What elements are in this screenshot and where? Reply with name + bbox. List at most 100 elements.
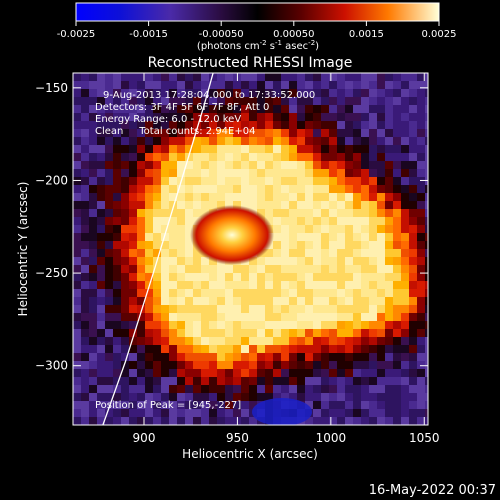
image-pixel	[121, 193, 129, 201]
image-pixel	[145, 273, 153, 281]
image-pixel	[153, 145, 161, 153]
image-pixel	[185, 409, 193, 417]
image-pixel	[353, 169, 361, 177]
image-pixel	[257, 289, 265, 297]
image-pixel	[233, 321, 241, 329]
image-pixel	[361, 161, 369, 169]
image-pixel	[161, 385, 169, 393]
image-pixel	[329, 209, 337, 217]
image-pixel	[193, 345, 201, 353]
image-pixel	[105, 81, 113, 89]
image-pixel	[265, 305, 273, 313]
image-pixel	[297, 361, 305, 369]
image-pixel	[129, 225, 137, 233]
image-pixel	[409, 321, 417, 329]
image-pixel	[177, 225, 185, 233]
x-axis-label: Heliocentric X (arcsec)	[182, 447, 318, 461]
image-pixel	[305, 177, 313, 185]
image-pixel	[105, 289, 113, 297]
image-pixel	[121, 225, 129, 233]
image-pixel	[105, 345, 113, 353]
image-pixel	[217, 329, 225, 337]
image-pixel	[401, 337, 409, 345]
image-pixel	[273, 193, 281, 201]
image-pixel	[113, 377, 121, 385]
image-pixel	[113, 137, 121, 145]
image-pixel	[289, 385, 297, 393]
image-pixel	[369, 337, 377, 345]
image-pixel	[145, 385, 153, 393]
image-pixel	[145, 169, 153, 177]
image-pixel	[217, 321, 225, 329]
image-pixel	[233, 369, 241, 377]
image-pixel	[97, 385, 105, 393]
image-pixel	[409, 369, 417, 377]
image-pixel	[81, 337, 89, 345]
image-pixel	[257, 97, 265, 105]
image-pixel	[129, 249, 137, 257]
image-pixel	[289, 121, 297, 129]
image-pixel	[89, 281, 97, 289]
image-pixel	[409, 201, 417, 209]
image-pixel	[137, 217, 145, 225]
image-pixel	[217, 105, 225, 113]
image-pixel	[121, 169, 129, 177]
image-pixel	[257, 185, 265, 193]
image-pixel	[273, 289, 281, 297]
image-pixel	[161, 233, 169, 241]
image-pixel	[209, 329, 217, 337]
image-pixel	[409, 193, 417, 201]
image-pixel	[273, 145, 281, 153]
image-pixel	[305, 361, 313, 369]
image-pixel	[369, 233, 377, 241]
image-pixel	[169, 377, 177, 385]
image-pixel	[185, 89, 193, 97]
image-pixel	[121, 249, 129, 257]
image-pixel	[185, 361, 193, 369]
image-pixel	[185, 161, 193, 169]
image-pixel	[297, 129, 305, 137]
image-pixel	[425, 265, 428, 273]
image-pixel	[97, 193, 105, 201]
image-pixel	[345, 225, 353, 233]
image-pixel	[273, 201, 281, 209]
colorbar-tick-label: 0.0015	[349, 29, 384, 40]
image-pixel	[81, 169, 89, 177]
image-pixel	[321, 401, 329, 409]
image-pixel	[401, 329, 409, 337]
image-pixel	[385, 193, 393, 201]
image-pixel	[201, 73, 209, 81]
image-pixel	[273, 257, 281, 265]
image-pixel	[305, 201, 313, 209]
image-pixel	[345, 385, 353, 393]
image-pixel	[81, 289, 89, 297]
image-pixel	[209, 393, 217, 401]
image-pixel	[113, 97, 121, 105]
image-pixel	[265, 81, 273, 89]
image-pixel	[185, 257, 193, 265]
image-pixel	[161, 137, 169, 145]
image-pixel	[161, 177, 169, 185]
image-pixel	[225, 289, 233, 297]
image-pixel	[249, 369, 257, 377]
image-pixel	[425, 345, 428, 353]
image-pixel	[81, 409, 89, 417]
image-pixel	[353, 329, 361, 337]
image-pixel	[185, 177, 193, 185]
image-pixel	[273, 161, 281, 169]
image-pixel	[393, 81, 401, 89]
image-pixel	[265, 121, 273, 129]
image-pixel	[225, 121, 233, 129]
image-pixel	[273, 345, 281, 353]
image-pixel	[241, 305, 249, 313]
image-pixel	[225, 201, 233, 209]
image-pixel	[329, 129, 337, 137]
image-pixel	[273, 329, 281, 337]
image-pixel	[105, 377, 113, 385]
image-pixel	[369, 137, 377, 145]
image-pixel	[401, 177, 409, 185]
image-pixel	[409, 241, 417, 249]
image-pixel	[369, 393, 377, 401]
image-pixel	[297, 305, 305, 313]
image-pixel	[129, 401, 137, 409]
